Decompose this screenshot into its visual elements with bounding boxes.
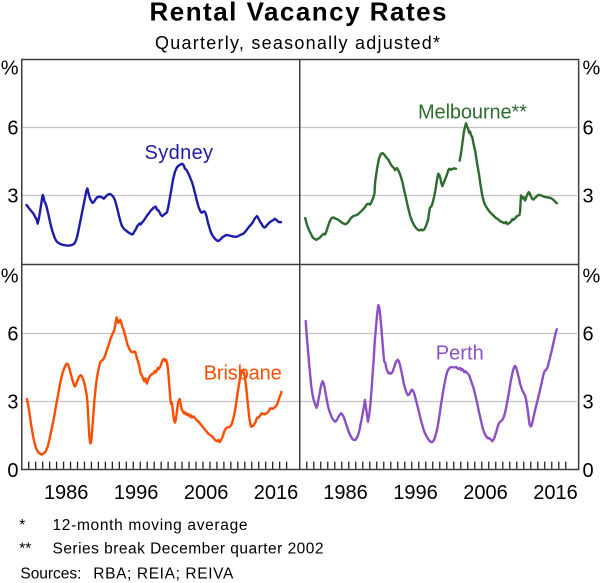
svg-text:2016: 2016: [254, 482, 299, 504]
svg-text:6: 6: [583, 118, 594, 140]
svg-text:Sydney: Sydney: [145, 142, 214, 164]
svg-text:Perth: Perth: [436, 343, 484, 365]
svg-text:%: %: [1, 266, 19, 288]
svg-text:0: 0: [583, 460, 594, 482]
svg-text:3: 3: [7, 392, 18, 414]
svg-text:1986: 1986: [323, 482, 368, 504]
svg-text:Quarterly, seasonally adjusted: Quarterly, seasonally adjusted*: [155, 33, 440, 53]
svg-text:*: *: [19, 517, 25, 534]
svg-text:0: 0: [7, 460, 18, 482]
svg-text:Brisbane: Brisbane: [204, 363, 282, 385]
svg-text:1986: 1986: [44, 482, 89, 504]
svg-text:Melbourne**: Melbourne**: [418, 101, 527, 123]
svg-text:%: %: [1, 58, 19, 80]
svg-text:6: 6: [583, 324, 594, 346]
svg-text:2006: 2006: [463, 482, 508, 504]
svg-text:2006: 2006: [184, 482, 229, 504]
svg-text:12-month moving average: 12-month moving average: [53, 517, 248, 534]
svg-text:%: %: [583, 58, 600, 80]
svg-text:3: 3: [583, 186, 594, 208]
svg-text:2016: 2016: [533, 482, 578, 504]
svg-text:Sources:: Sources:: [20, 566, 81, 583]
svg-text:**: **: [19, 540, 31, 557]
svg-text:3: 3: [583, 392, 594, 414]
svg-text:1996: 1996: [393, 482, 438, 504]
svg-text:6: 6: [7, 118, 18, 140]
svg-text:RBA; REIA; REIVA: RBA; REIA; REIVA: [93, 566, 234, 583]
svg-text:3: 3: [7, 186, 18, 208]
svg-text:Rental Vacancy Rates: Rental Vacancy Rates: [150, 0, 447, 27]
svg-text:%: %: [583, 266, 600, 288]
svg-text:Series break December quarter: Series break December quarter 2002: [53, 540, 324, 557]
svg-text:6: 6: [7, 324, 18, 346]
svg-text:1996: 1996: [114, 482, 159, 504]
